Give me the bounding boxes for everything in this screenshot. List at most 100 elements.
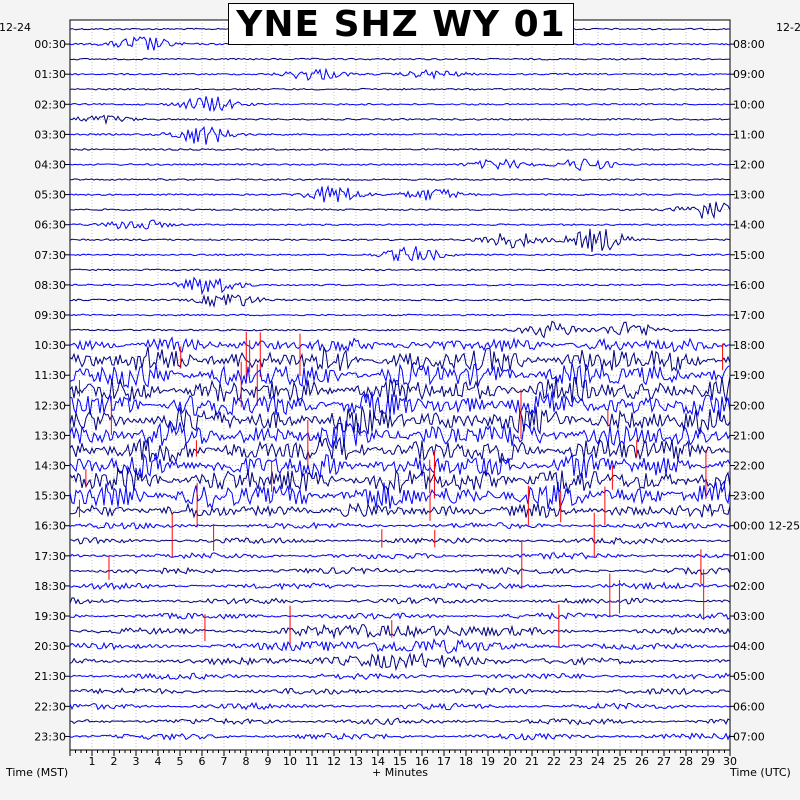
left-time-label: 16:30 <box>34 520 66 533</box>
seismic-trace <box>70 623 731 640</box>
seismic-trace <box>69 701 731 711</box>
left-time-label: 19:30 <box>34 610 66 623</box>
left-time-label: 06:30 <box>34 219 66 232</box>
right-time-label: 08:00 <box>733 38 765 51</box>
left-time-label: 10:30 <box>34 339 66 352</box>
seismic-trace <box>69 717 731 726</box>
x-tick-label: 15 <box>393 755 407 768</box>
x-tick-label: 16 <box>415 755 429 768</box>
seismic-trace <box>69 687 731 696</box>
traces <box>69 27 731 741</box>
right-time-label: 04:00 <box>733 640 765 653</box>
seismic-trace <box>69 566 731 576</box>
x-tick-label: 7 <box>221 755 228 768</box>
left-time-label: 11:30 <box>34 369 66 382</box>
plot-area <box>69 19 731 751</box>
x-tick-label: 10 <box>283 755 297 768</box>
x-tick-label: 4 <box>155 755 162 768</box>
x-tick-label: 28 <box>679 755 693 768</box>
right-time-label: 03:00 <box>733 610 765 623</box>
seismic-trace <box>69 536 731 546</box>
right-time-label: 22:00 <box>733 460 765 473</box>
right-time-label: 05:00 <box>733 670 765 683</box>
seismic-trace <box>69 672 731 681</box>
left-time-label: 08:30 <box>34 279 66 292</box>
left-time-label: 00:30 <box>34 38 66 51</box>
x-tick-label: 22 <box>547 755 561 768</box>
x-tick-label: 30 <box>723 755 737 768</box>
x-tick-label: 9 <box>265 755 272 768</box>
seismic-trace <box>69 114 731 126</box>
left-time-label: 02:30 <box>34 98 66 111</box>
right-time-label: 02:00 <box>733 580 765 593</box>
seismic-trace <box>69 452 731 479</box>
seismic-trace <box>69 465 731 494</box>
x-tick-label: 13 <box>349 755 363 768</box>
seismic-trace <box>69 612 731 621</box>
seismic-trace <box>69 405 731 437</box>
x-tick-label: 27 <box>657 755 671 768</box>
seismic-trace <box>70 246 731 262</box>
right-time-label: 19:00 <box>733 369 765 382</box>
x-tick-label: 3 <box>133 755 140 768</box>
x-tick-label: 25 <box>613 755 627 768</box>
seismic-trace <box>69 581 731 591</box>
seismic-trace <box>69 268 731 272</box>
seismic-trace <box>69 320 731 339</box>
seismic-trace <box>69 336 731 353</box>
x-tick-label: 23 <box>569 755 583 768</box>
left-time-label: 12:30 <box>34 399 66 412</box>
right-time-label: 00:00 12-25 <box>733 520 800 533</box>
seismic-trace <box>69 293 731 309</box>
left-time-label: 09:30 <box>34 309 66 322</box>
seismic-trace <box>69 184 731 203</box>
left-time-label: 13:30 <box>34 429 66 442</box>
right-time-ticks: 08:00 09:00 10:00 11:00 12:00 13:00 14:00 15:00… <box>730 38 800 743</box>
x-ticks: 1 2 3 4 5 6 7 8 9 10 11 12 13 14 15 16 17 18 19 20 21 22 23 24 2… <box>69 750 737 768</box>
seismic-trace <box>69 178 731 181</box>
right-time-label: 18:00 <box>733 339 765 352</box>
right-date-label: 12-24 <box>776 21 800 34</box>
seismic-trace <box>69 346 731 373</box>
right-time-label: 21:00 <box>733 429 765 442</box>
seismic-trace <box>69 67 731 82</box>
x-tick-label: 1 <box>89 755 96 768</box>
x-tick-label: 29 <box>701 755 715 768</box>
x-tick-label: 14 <box>371 755 385 768</box>
seismic-trace <box>69 158 731 172</box>
x-tick-label: 19 <box>481 755 495 768</box>
seismic-trace <box>69 521 731 530</box>
right-time-label: 07:00 <box>733 730 765 743</box>
seismic-trace <box>69 637 731 654</box>
x-tick-label: 8 <box>243 755 250 768</box>
seismic-trace <box>69 376 731 403</box>
right-time-label: 13:00 <box>733 189 765 202</box>
right-time-label: 11:00 <box>733 128 765 141</box>
seismic-trace <box>69 732 731 741</box>
seismic-trace <box>69 148 731 151</box>
left-time-label: 03:30 <box>34 128 66 141</box>
right-time-label: 10:00 <box>733 98 765 111</box>
left-time-label: 05:30 <box>34 189 66 202</box>
seismic-trace <box>69 436 731 464</box>
left-time-label: 15:30 <box>34 490 66 503</box>
left-time-label: 07:30 <box>34 249 66 262</box>
x-tick-label: 5 <box>177 755 184 768</box>
left-time-label: 01:30 <box>34 68 66 81</box>
x-tick-label: 24 <box>591 755 605 768</box>
seismic-trace <box>69 228 731 252</box>
right-axis-label: Time (UTC) <box>730 766 791 779</box>
seismic-trace <box>69 391 731 420</box>
left-time-label: 20:30 <box>34 640 66 653</box>
right-time-label: 15:00 <box>733 249 765 262</box>
left-time-label: 14:30 <box>34 460 66 473</box>
left-time-label: 18:30 <box>34 580 66 593</box>
right-time-label: 09:00 <box>733 68 765 81</box>
seismic-trace <box>69 597 731 605</box>
x-tick-label: 2 <box>111 755 118 768</box>
x-tick-label: 20 <box>503 755 517 768</box>
right-time-label: 17:00 <box>733 309 765 322</box>
left-time-label: 04:30 <box>34 158 66 171</box>
left-time-label: 22:30 <box>34 700 66 713</box>
